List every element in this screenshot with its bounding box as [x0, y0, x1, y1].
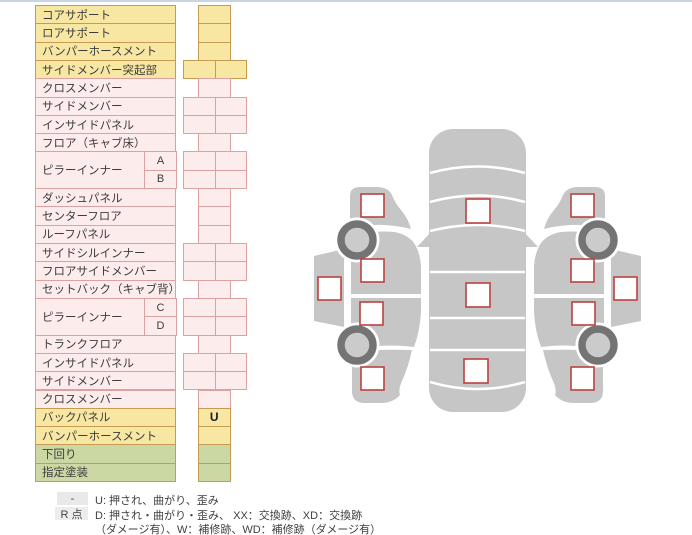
row-label: フロア（キャブ床） [35, 133, 176, 153]
damage-cell[interactable] [183, 352, 216, 373]
damage-cell[interactable] [183, 316, 216, 336]
damage-cell[interactable] [198, 188, 231, 208]
row-label: センターフロア [35, 206, 176, 226]
damage-cell[interactable] [214, 297, 247, 318]
damage-cell[interactable] [198, 224, 231, 245]
mirror-left-icon [417, 233, 430, 247]
row-label: セットバック（キャブ背） [35, 279, 176, 299]
row-sub-label: A [144, 151, 177, 171]
damage-cell[interactable] [183, 151, 216, 171]
damage-marker[interactable] [570, 193, 595, 218]
wheel-icon [578, 325, 618, 365]
damage-marker[interactable] [359, 301, 384, 326]
damage-cell[interactable] [183, 371, 216, 391]
legend-badge-rpoint: R 点 [55, 507, 88, 521]
damage-cell[interactable] [214, 169, 247, 190]
damage-cell[interactable] [198, 389, 231, 409]
damage-cell[interactable] [198, 462, 231, 483]
row-label: バンパーホースメント [35, 41, 176, 61]
damage-marker[interactable] [360, 258, 385, 283]
row-label: ダッシュパネル [35, 188, 176, 208]
top-view-body [429, 129, 526, 412]
row-label: バックパネル [35, 407, 176, 428]
damage-marker[interactable] [613, 276, 638, 301]
row-sub-label: D [144, 316, 177, 336]
damage-cell[interactable] [198, 334, 231, 354]
row-label: バンパーホースメント [35, 426, 176, 446]
legend-text-u: U: 押され、曲がり、歪み [95, 495, 219, 507]
damage-cell[interactable] [214, 114, 247, 135]
row-label: クロスメンバー [35, 389, 176, 409]
legend-badge-minus: - [57, 492, 88, 505]
damage-cell[interactable] [214, 151, 247, 171]
row-label: サイドシルインナー [35, 243, 176, 263]
damage-cell[interactable] [198, 279, 231, 299]
damage-cell[interactable] [214, 96, 247, 116]
wheel-icon [337, 325, 377, 365]
damage-marker[interactable] [570, 258, 595, 283]
damage-cell[interactable] [183, 96, 216, 116]
damage-cell[interactable] [183, 169, 216, 190]
row-label: トランクフロア [35, 334, 176, 354]
row-label: コアサポート [35, 5, 176, 25]
damage-cell[interactable] [214, 261, 247, 281]
row-label: サイドメンバー [35, 96, 176, 116]
damage-marker[interactable] [360, 366, 385, 391]
row-sub-label: C [144, 297, 177, 318]
damage-marker[interactable] [317, 276, 342, 301]
damage-cell[interactable] [198, 206, 231, 226]
damage-cell[interactable] [214, 243, 247, 263]
car-diagram [300, 120, 692, 420]
top-divider [0, 0, 692, 2]
damage-marker[interactable] [360, 193, 385, 218]
row-label: ロアサポート [35, 23, 176, 43]
legend-text-d: D: 押され・曲がり・歪み、 XX：交換跡、XD：交換跡 [95, 510, 363, 522]
damage-marker[interactable] [571, 301, 596, 326]
damage-cell[interactable] [214, 316, 247, 336]
row-label: インサイドパネル [35, 114, 176, 135]
damage-cell[interactable] [214, 371, 247, 391]
mirror-right-icon [525, 233, 538, 247]
row-label: ピラーインナー [35, 297, 145, 336]
row-label: フロアサイドメンバー [35, 261, 176, 281]
damage-cell[interactable] [214, 352, 247, 373]
row-label: 下回り [35, 444, 176, 464]
damage-marker[interactable] [465, 282, 491, 308]
damage-cell[interactable] [183, 114, 216, 135]
damage-cell[interactable] [183, 297, 216, 318]
row-label: クロスメンバー [35, 78, 176, 98]
damage-cell[interactable] [198, 133, 231, 153]
damage-cell[interactable] [214, 59, 247, 80]
row-label: サイドメンバー [35, 371, 176, 391]
row-label: ピラーインナー [35, 151, 145, 190]
wheels [334, 217, 621, 368]
damage-cell[interactable] [183, 59, 216, 80]
row-sub-label: B [144, 169, 177, 190]
damage-cell[interactable] [198, 5, 231, 25]
damage-cell[interactable] [198, 23, 231, 43]
car-top-view [417, 129, 538, 412]
row-label: 指定塗装 [35, 462, 176, 483]
row-label: インサイドパネル [35, 352, 176, 373]
damage-cell[interactable] [198, 426, 231, 446]
wheel-icon [337, 220, 377, 260]
damage-cell[interactable] [198, 41, 231, 61]
row-label: サイドメンバー突起部 [35, 59, 176, 80]
panel-separators [429, 165, 526, 391]
parts-table: コアサポート ロアサポート バンパーホースメント サイドメンバー突起部 クロスメンバーサ… [35, 5, 285, 483]
damage-cell[interactable]: U [198, 407, 231, 428]
damage-marker[interactable] [465, 198, 491, 224]
damage-cell[interactable] [198, 444, 231, 464]
wheel-icon [578, 220, 618, 260]
row-label: ルーフパネル [35, 224, 176, 245]
damage-markers [317, 193, 638, 391]
damage-cell[interactable] [183, 261, 216, 281]
damage-cell[interactable] [183, 243, 216, 263]
legend-text-d-cont: （ダメージ有）、W：補修跡、WD：補修跡（ダメージ有） [95, 524, 382, 535]
legend: - U: 押され、曲がり、歪み R 点 D: 押され・曲がり・歪み、 XX：交換… [0, 490, 560, 535]
damage-marker[interactable] [463, 358, 489, 384]
damage-cell[interactable] [198, 78, 231, 98]
damage-marker[interactable] [570, 366, 595, 391]
